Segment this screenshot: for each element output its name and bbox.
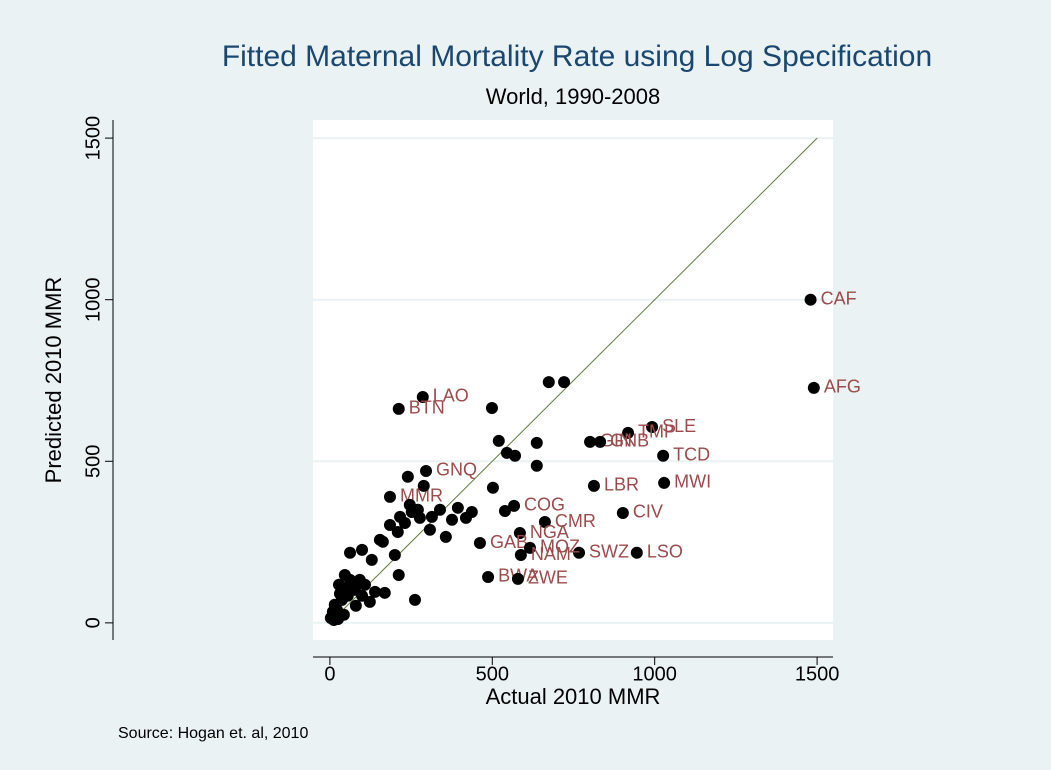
data-point [439, 530, 452, 543]
data-point [630, 546, 643, 559]
data-point [513, 527, 526, 540]
data-point [420, 464, 433, 477]
data-point [584, 435, 597, 448]
data-point [530, 459, 543, 472]
point-label: MWI [674, 472, 711, 492]
x-tick-label: 500 [476, 663, 509, 685]
point-label: SLE [662, 416, 696, 436]
y-tick-label: 500 [82, 445, 104, 478]
data-point [383, 518, 396, 531]
data-point [473, 537, 486, 550]
data-point [353, 573, 366, 586]
chart-title: Fitted Maternal Mortality Rate using Log… [222, 40, 932, 73]
point-label: SWZ [589, 541, 629, 561]
data-point [538, 516, 551, 529]
x-tick-label: 1500 [795, 663, 840, 685]
data-point [658, 476, 671, 489]
chart-subtitle: World, 1990-2008 [486, 84, 661, 109]
y-tick-label: 0 [82, 617, 104, 628]
data-point [508, 499, 521, 512]
data-point [392, 569, 405, 582]
source-note: Source: Hogan et. al, 2010 [118, 725, 308, 742]
data-point [433, 503, 446, 516]
data-point [465, 506, 478, 519]
data-point [413, 511, 426, 524]
data-point [398, 517, 411, 530]
point-label: LAO [433, 386, 469, 406]
x-axis-label: Actual 2010 MMR [486, 684, 661, 709]
data-point [344, 546, 357, 559]
data-point [587, 479, 600, 492]
data-point [365, 553, 378, 566]
point-label: COG [524, 495, 565, 515]
point-label: BTN [409, 398, 445, 418]
data-point [416, 390, 429, 403]
x-tick-label: 0 [324, 663, 335, 685]
data-point [363, 595, 376, 608]
data-point [622, 426, 635, 439]
y-axis-label: Predicted 2010 MMR [41, 277, 66, 484]
y-tick-label: 1000 [82, 277, 104, 322]
data-point [446, 513, 459, 526]
data-point [482, 570, 495, 583]
point-label: CIV [633, 502, 663, 522]
point-label: GAB [490, 532, 528, 552]
data-point [486, 481, 499, 494]
data-point [511, 572, 524, 585]
data-point [558, 376, 571, 389]
point-label: CAF [821, 288, 857, 308]
data-point [485, 401, 498, 414]
data-point [408, 593, 421, 606]
data-point [616, 506, 629, 519]
data-point [498, 505, 511, 518]
data-point [383, 490, 396, 503]
point-label: AFG [824, 377, 861, 397]
data-point [391, 526, 404, 539]
point-label: GIN [600, 431, 632, 451]
data-point [369, 585, 382, 598]
data-point [376, 535, 389, 548]
point-label: GNB [610, 431, 649, 451]
point-label: CMR [555, 511, 596, 531]
data-point [657, 449, 670, 462]
point-label: LSO [647, 541, 683, 561]
data-point [807, 381, 820, 394]
data-point [594, 435, 607, 448]
point-label: MOZ [540, 537, 580, 557]
data-point [423, 523, 436, 536]
data-point [509, 449, 522, 462]
data-point [573, 546, 586, 559]
x-tick-label: 1000 [632, 663, 677, 685]
data-point [523, 541, 536, 554]
data-point [542, 376, 555, 389]
point-label: NAM [531, 544, 571, 564]
data-point [514, 549, 527, 562]
y-tick-label: 1500 [82, 116, 104, 161]
point-label: ZWE [528, 568, 568, 588]
data-point [401, 470, 414, 483]
reference-line [329, 137, 818, 624]
data-point [378, 586, 391, 599]
data-point [451, 501, 464, 514]
data-point [388, 549, 401, 562]
point-label: GNQ [436, 460, 477, 480]
data-point [327, 613, 340, 626]
point-label: NGA [530, 522, 569, 542]
point-label: TCD [673, 445, 710, 465]
data-point [530, 436, 543, 449]
point-label: LBR [604, 475, 639, 495]
data-point [646, 421, 659, 434]
data-point [392, 402, 405, 415]
data-point [804, 293, 817, 306]
data-point [417, 479, 430, 492]
data-point [349, 599, 362, 612]
point-label: TMP [638, 422, 676, 442]
data-point [492, 434, 505, 447]
data-point [356, 543, 369, 556]
data-point [425, 510, 438, 523]
